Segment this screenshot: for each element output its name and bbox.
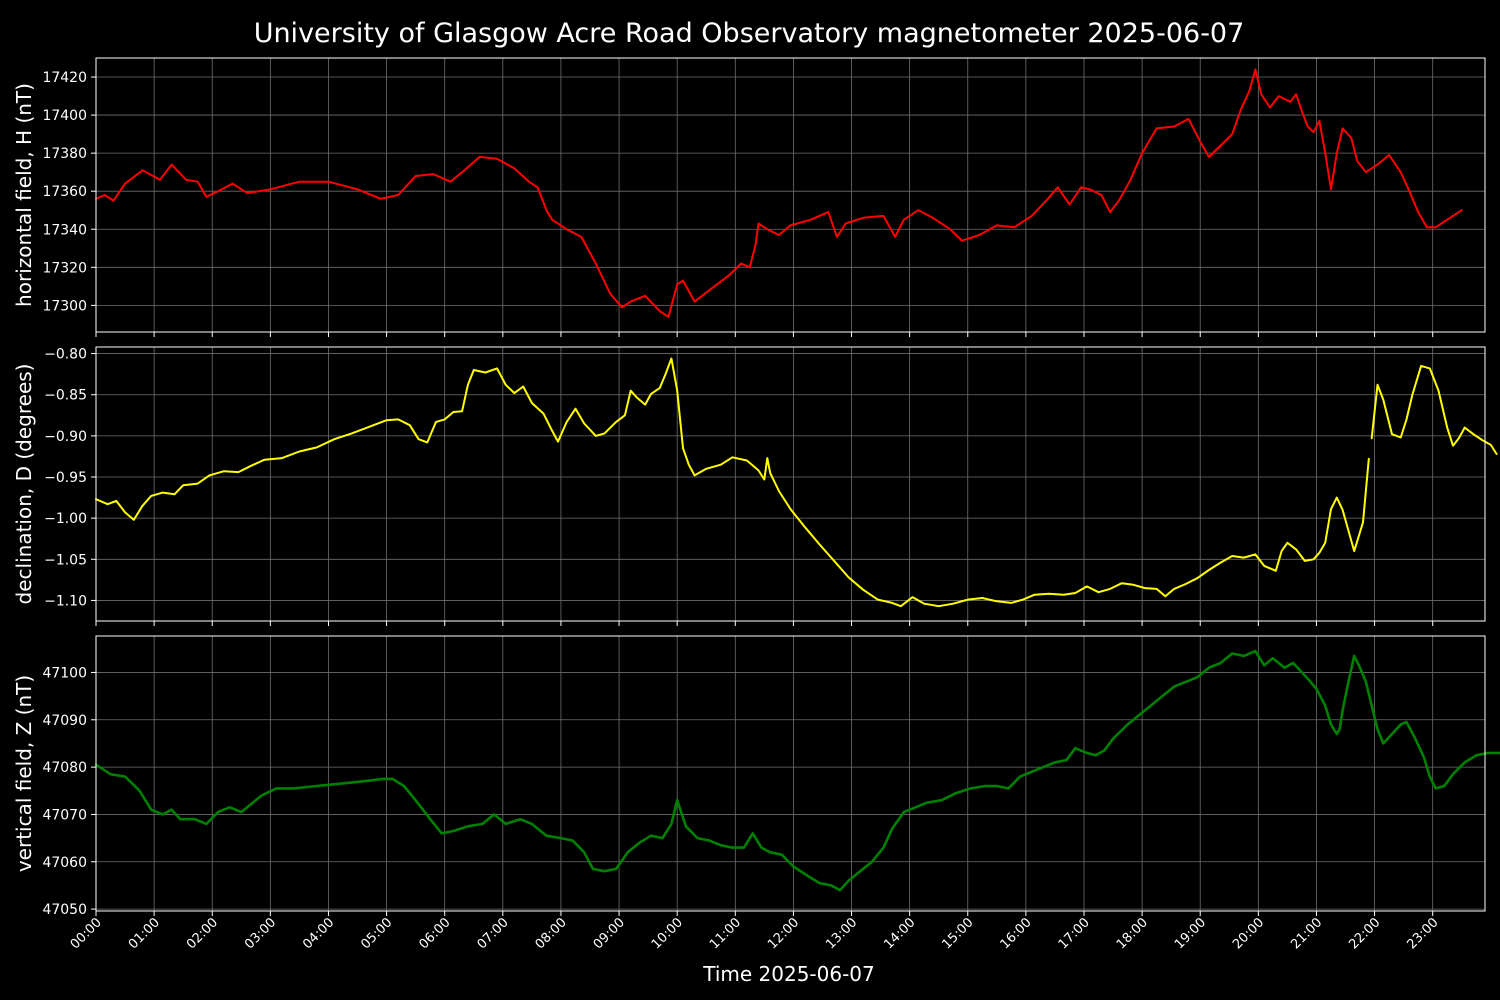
y-tick-label: 47100 [42,665,87,681]
y-tick-label: −0.95 [44,470,87,486]
y-tick-label: 17380 [42,146,87,162]
series-line [95,68,1463,318]
y-tick-label: 17340 [42,222,87,238]
series-line [95,357,1370,608]
y-tick-label: 17300 [42,298,87,314]
y-tick-label: −1.10 [44,593,87,609]
y-tick-label: −1.05 [44,552,87,568]
y-tick-label: 17420 [42,70,87,86]
y-axis-label: vertical field, Z (nT) [12,675,36,872]
y-tick-label: 17320 [42,260,87,276]
y-tick-label: 47080 [42,760,87,776]
chart-title: University of Glasgow Acre Road Observat… [254,18,1245,49]
y-tick-label: −0.80 [44,347,87,363]
y-tick-label: 47070 [42,807,87,823]
y-axis-label: declination, D (degrees) [12,364,36,605]
y-tick-label: 47090 [42,713,87,729]
y-tick-label: −0.90 [44,429,87,445]
y-tick-label: 47060 [42,855,87,871]
panel-2: −1.10 −1.05 −1.00 −0.95 −0.90 −0.85 −0.80 decli… [12,346,1498,626]
series-line [94,649,1500,892]
y-tick-label: 17400 [42,108,87,124]
x-axis-label: Time 2025-06-07 [702,962,875,986]
series-line [1370,364,1498,455]
panel-1: 17300 17320 17340 17360 17380 17400 17420 horiz… [12,57,1486,337]
y-axis-label: horizontal field, H (nT) [12,83,36,307]
axes-frame [95,346,1486,622]
y-tick-label: −0.85 [44,388,87,404]
y-tick-label: 17360 [42,184,87,200]
axes-frame [95,57,1486,333]
y-tick-label: −1.00 [44,511,87,527]
y-tick-label: 47050 [42,902,87,918]
axes-frame [95,635,1486,912]
